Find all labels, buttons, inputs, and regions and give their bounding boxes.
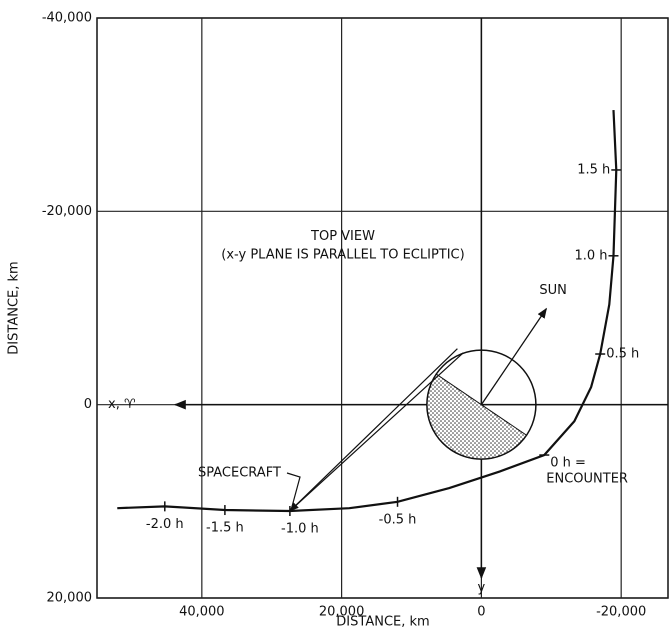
x-tick-label: 40,000 [179, 605, 225, 620]
sun-label: SUN [539, 283, 567, 298]
sun-arrow [481, 309, 546, 405]
time-label: 1.5 h [577, 162, 610, 177]
time-label: -2.0 h [146, 517, 184, 532]
time-label: -1.5 h [206, 521, 244, 536]
y-tick-label: -40,000 [42, 11, 92, 26]
annotation-subtitle: (x-y PLANE IS PARALLEL TO ECLIPTIC) [221, 247, 464, 262]
spacecraft-leader [287, 473, 300, 507]
plot-frame [97, 18, 668, 598]
spacecraft-label: SPACECRAFT [198, 466, 281, 481]
time-label: 1.0 h [574, 248, 607, 263]
trajectory [117, 110, 616, 511]
body-night-side [427, 374, 527, 459]
time-label: -1.0 h [281, 522, 319, 537]
annotation-title: TOP VIEW [310, 229, 375, 244]
x-axis-name: x, ♈ [108, 397, 136, 412]
y-axis-name: y [478, 581, 486, 596]
chart: DISTANCE, km DISTANCE, km 40,00020,0000-… [0, 0, 669, 632]
y-tick-label: 0 [84, 397, 92, 412]
time-label: -0.5 h [379, 512, 417, 527]
x-tick-label: 20,000 [319, 605, 365, 620]
x-tick-label: -20,000 [596, 605, 646, 620]
y-tick-label: -20,000 [42, 204, 92, 219]
y-tick-label: 20,000 [47, 591, 93, 606]
time-label: 0.5 h [606, 347, 639, 362]
encounter-label: ENCOUNTER [546, 472, 628, 487]
y-axis-label: DISTANCE, km [7, 261, 22, 354]
x-tick-label: 0 [477, 605, 485, 620]
time-label: 0 h = [550, 456, 586, 471]
